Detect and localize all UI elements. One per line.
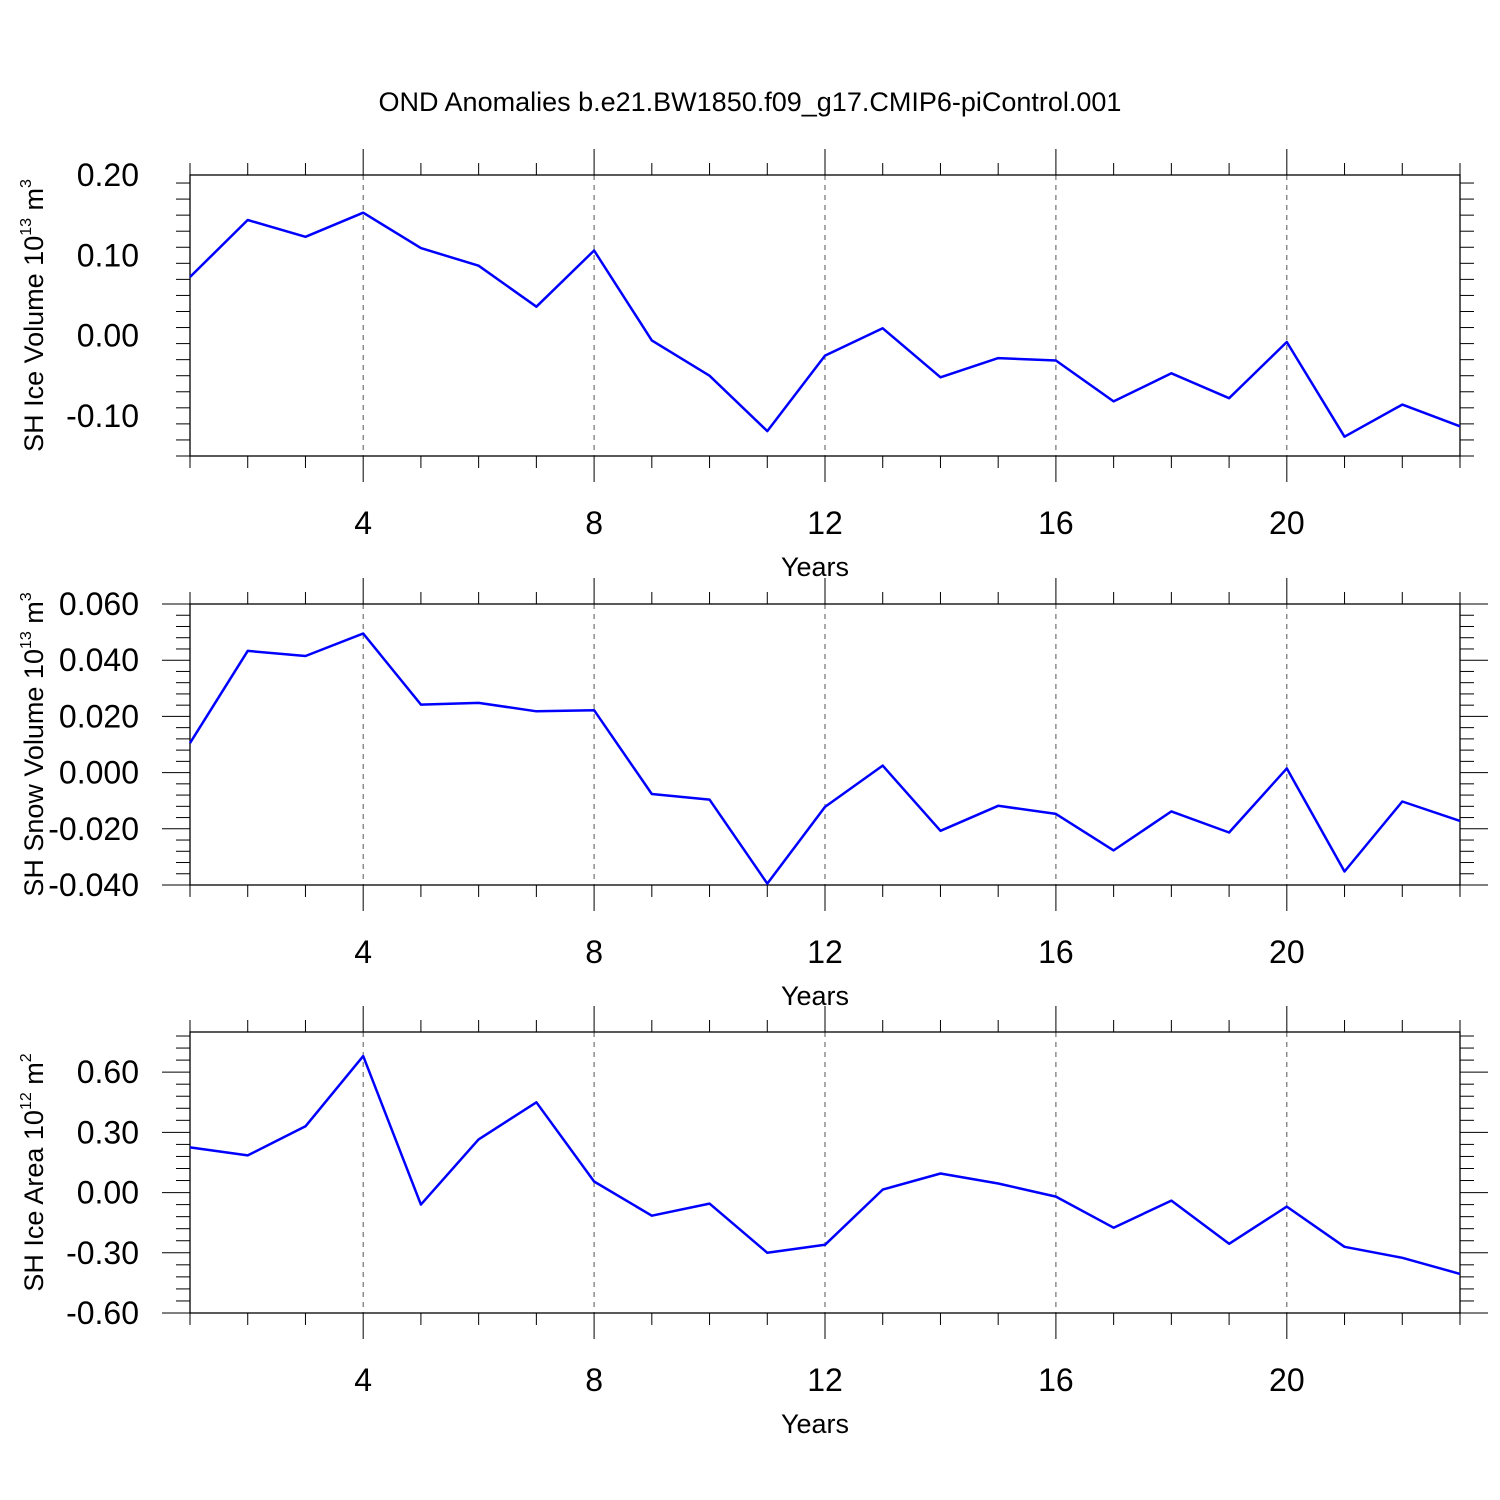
sh-ice-volume-x-tick-label: 16 xyxy=(1038,505,1074,541)
sh-ice-area-x-tick-label: 16 xyxy=(1038,1362,1074,1398)
sh-ice-volume-x-tick-label: 4 xyxy=(354,505,372,541)
sh-ice-volume-y-tick-label: 0.20 xyxy=(77,157,139,193)
sh-snow-volume-series-line xyxy=(188,632,1461,885)
sh-snow-volume-x-tick-label: 20 xyxy=(1269,934,1305,970)
sh-snow-volume-y-tick-label: 0.000 xyxy=(59,755,139,791)
sh-snow-volume-y-tick-label: 0.040 xyxy=(59,642,139,678)
sh-snow-volume-y-tick-label: -0.020 xyxy=(48,811,139,847)
sh-ice-area-y-axis-label: SH Ice Area 1012 m2 xyxy=(18,1053,49,1291)
panel-sh-ice-volume: -0.10 0.00 0.10 0.20 4 8 12 16 20 Years SH Ice Vol… xyxy=(18,149,1474,582)
sh-snow-volume-y-tick-label: -0.040 xyxy=(48,867,139,903)
sh-snow-volume-x-tick-label: 8 xyxy=(585,934,603,970)
sh-snow-volume-x-axis-label: Years xyxy=(781,981,849,1011)
sh-ice-volume-x-tick-label: 8 xyxy=(585,505,603,541)
panel-sh-ice-area: -0.60 -0.30 0.00 0.30 0.60 4 8 12 16 20 Years SH Ic… xyxy=(18,1006,1488,1439)
chart-title: OND Anomalies b.e21.BW1850.f09_g17.CMIP6… xyxy=(379,87,1122,117)
sh-ice-area-x-axis-label: Years xyxy=(781,1409,849,1439)
sh-ice-volume-x-tick-label: 12 xyxy=(807,505,843,541)
sh-snow-volume-y-tick-label: 0.060 xyxy=(59,586,139,622)
sh-ice-area-series-line xyxy=(189,1054,1461,1276)
sh-ice-area-y-tick-label: 0.00 xyxy=(77,1175,139,1211)
sh-ice-volume-y-tick-label: -0.10 xyxy=(66,398,139,434)
sh-ice-volume-series-line xyxy=(189,211,1461,438)
sh-ice-volume-y-tick-label: 0.10 xyxy=(77,237,139,273)
sh-ice-volume-y-axis-label: SH Ice Volume 1013 m3 xyxy=(18,179,49,452)
sh-snow-volume-y-axis-label: SH Snow Volume 1013 m3 xyxy=(18,592,49,896)
sh-ice-volume-y-tick-label: 0.00 xyxy=(77,318,139,354)
sh-ice-area-x-tick-label: 20 xyxy=(1269,1362,1305,1398)
sh-ice-area-x-tick-label: 12 xyxy=(807,1362,843,1398)
sh-snow-volume-x-tick-label: 16 xyxy=(1038,934,1074,970)
sh-ice-volume-x-axis-label: Years xyxy=(781,552,849,582)
sh-snow-volume-x-tick-label: 12 xyxy=(807,934,843,970)
sh-ice-area-y-tick-label: 0.60 xyxy=(77,1054,139,1090)
sh-snow-volume-x-tick-label: 4 xyxy=(354,934,372,970)
sh-ice-area-y-tick-label: 0.30 xyxy=(77,1114,139,1150)
sh-ice-volume-x-tick-label: 20 xyxy=(1269,505,1305,541)
sh-ice-area-y-tick-label: -0.60 xyxy=(66,1295,139,1331)
sh-ice-area-y-tick-label: -0.30 xyxy=(66,1235,139,1271)
sh-snow-volume-y-tick-label: 0.020 xyxy=(59,698,139,734)
sh-ice-area-x-tick-label: 4 xyxy=(354,1362,372,1398)
panel-sh-snow-volume: -0.040 -0.020 0.000 0.020 0.040 0.060 4 8 12 16 20… xyxy=(18,578,1488,1011)
sh-ice-area-x-tick-label: 8 xyxy=(585,1362,603,1398)
